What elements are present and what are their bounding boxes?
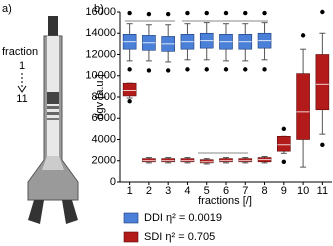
box xyxy=(238,158,253,163)
y-tick-label: 4000 xyxy=(92,133,116,145)
y-tick-label: 16000 xyxy=(85,6,116,18)
outlier xyxy=(243,10,248,16)
outlier xyxy=(185,10,190,16)
outlier xyxy=(127,67,132,72)
x-tick-label: 11 xyxy=(317,185,328,197)
x-tick-label: 8 xyxy=(261,185,267,197)
y-tick-label: 14000 xyxy=(85,27,116,39)
x-tick-label: 7 xyxy=(242,185,248,197)
tube-diagram xyxy=(27,16,79,224)
legend-label: SDI η² = 0.705 xyxy=(144,231,215,243)
outlier xyxy=(204,67,209,72)
fraction-label: fraction xyxy=(2,46,38,58)
x-axis-label: fractions [/] xyxy=(198,195,252,207)
outlier xyxy=(127,10,132,16)
fraction-last: 11 xyxy=(16,93,27,105)
outlier xyxy=(223,10,229,16)
panel-label: b) xyxy=(94,3,104,15)
x-tick-label: 1 xyxy=(127,185,133,197)
outlier xyxy=(146,11,152,17)
x-tick-label: 4 xyxy=(184,185,190,197)
legend-swatch xyxy=(123,231,139,243)
box xyxy=(180,158,195,163)
outlier xyxy=(223,67,229,72)
x-tick-label: 3 xyxy=(165,185,171,197)
outlier xyxy=(204,10,209,16)
outlier xyxy=(262,67,267,72)
outlier xyxy=(320,142,325,148)
outlier xyxy=(281,159,287,165)
x-tick-label: 9 xyxy=(281,185,287,197)
legend-label: DDI η² = 0.0019 xyxy=(144,212,222,224)
legend-swatch xyxy=(123,212,139,224)
y-axis-label: dgv [a.u.] xyxy=(94,74,106,119)
box xyxy=(277,136,291,152)
outlier xyxy=(165,68,171,73)
outlier xyxy=(146,68,152,73)
y-tick-label: 12000 xyxy=(85,48,116,60)
y-tick-label: 6000 xyxy=(92,112,116,124)
x-tick-label: 2 xyxy=(146,185,152,197)
box xyxy=(219,158,233,163)
outlier xyxy=(320,9,325,15)
significance-bars xyxy=(125,20,268,154)
outlier xyxy=(300,33,306,38)
box xyxy=(142,158,156,163)
box xyxy=(315,54,330,111)
outlier xyxy=(185,67,190,72)
box xyxy=(199,159,214,164)
fraction-first: 1 xyxy=(19,60,25,72)
outlier xyxy=(165,11,171,17)
y-tick-label: 8000 xyxy=(92,91,116,103)
x-tick-label: 5 xyxy=(204,185,210,197)
outlier xyxy=(281,126,287,132)
box xyxy=(296,73,310,140)
outlier xyxy=(262,10,267,16)
x-tick-label: 6 xyxy=(223,185,229,197)
box xyxy=(122,82,137,97)
arrow-head xyxy=(17,85,27,93)
box xyxy=(161,158,175,163)
x-tick-label: 10 xyxy=(297,185,309,197)
outlier xyxy=(127,99,132,104)
outlier xyxy=(243,67,248,72)
y-tick-label: 10000 xyxy=(85,70,116,82)
y-tick-label: 0 xyxy=(110,176,116,188)
panel-label: a) xyxy=(2,3,12,15)
y-tick-label: 2000 xyxy=(92,155,116,167)
